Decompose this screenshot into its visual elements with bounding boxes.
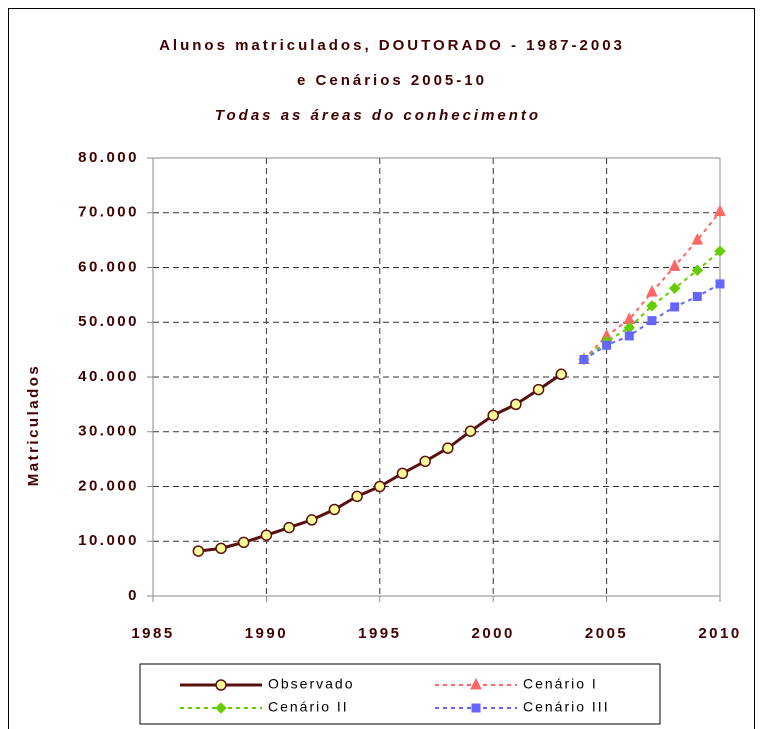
legend-box — [139, 663, 661, 725]
y-tick-label: 50.000 — [78, 313, 139, 330]
data-point — [647, 316, 657, 326]
data-point — [691, 233, 704, 245]
y-tick-label: 80.000 — [78, 149, 139, 166]
data-point — [442, 442, 454, 454]
legend-label: Cenário I — [523, 676, 598, 692]
data-point — [646, 285, 658, 297]
y-tick-label: 40.000 — [78, 368, 139, 385]
data-point — [237, 536, 250, 549]
data-point — [510, 398, 522, 411]
legend-label: Cenário III — [523, 699, 610, 715]
data-point — [714, 204, 726, 217]
x-tick-label: 2000 — [472, 625, 515, 642]
plot-border — [152, 157, 721, 597]
data-point — [602, 340, 612, 350]
data-point — [555, 368, 567, 381]
data-point — [668, 282, 681, 295]
legend-marker — [470, 677, 482, 690]
legend-label: Cenário II — [268, 699, 349, 715]
data-point — [624, 331, 634, 341]
data-point — [260, 529, 273, 541]
data-point — [691, 264, 704, 276]
data-point — [419, 455, 431, 468]
y-tick-label: 10.000 — [78, 532, 139, 549]
y-axis-label: Matriculados — [25, 364, 42, 487]
data-point — [215, 542, 227, 555]
title-line: e Cenários 2005-10 — [297, 72, 487, 89]
legend-label: Observado — [268, 676, 354, 692]
x-tick-label: 1990 — [245, 625, 288, 642]
frame — [8, 8, 755, 729]
data-point — [646, 300, 658, 312]
data-point — [328, 503, 341, 516]
data-point — [532, 383, 545, 396]
data-point — [579, 354, 589, 364]
legend-marker — [471, 703, 481, 713]
data-point — [283, 521, 295, 534]
data-point — [306, 514, 318, 526]
x-tick-label: 2005 — [585, 625, 628, 642]
data-point — [714, 245, 726, 257]
legend-marker — [215, 679, 227, 691]
data-point — [670, 302, 680, 312]
legend-marker — [215, 702, 227, 714]
data-point — [668, 259, 681, 271]
data-point — [396, 467, 409, 480]
data-point — [374, 480, 386, 493]
data-point — [192, 545, 205, 557]
y-tick-label: 0 — [128, 587, 139, 604]
title-line: Alunos matriculados, DOUTORADO - 1987-20… — [159, 37, 625, 54]
x-tick-label: 2010 — [698, 625, 741, 642]
y-tick-label: 30.000 — [78, 423, 139, 440]
data-point — [464, 425, 477, 437]
data-point — [351, 490, 363, 503]
data-point — [715, 279, 725, 289]
y-tick-label: 20.000 — [78, 477, 139, 494]
data-point — [692, 292, 702, 302]
data-point — [623, 322, 635, 334]
data-point — [487, 409, 499, 422]
subtitle: Todas as áreas do conhecimento — [215, 107, 541, 124]
x-tick-label: 1995 — [358, 625, 401, 642]
x-tick-label: 1985 — [131, 625, 174, 642]
y-tick-label: 60.000 — [78, 258, 139, 275]
y-tick-label: 70.000 — [78, 204, 139, 221]
